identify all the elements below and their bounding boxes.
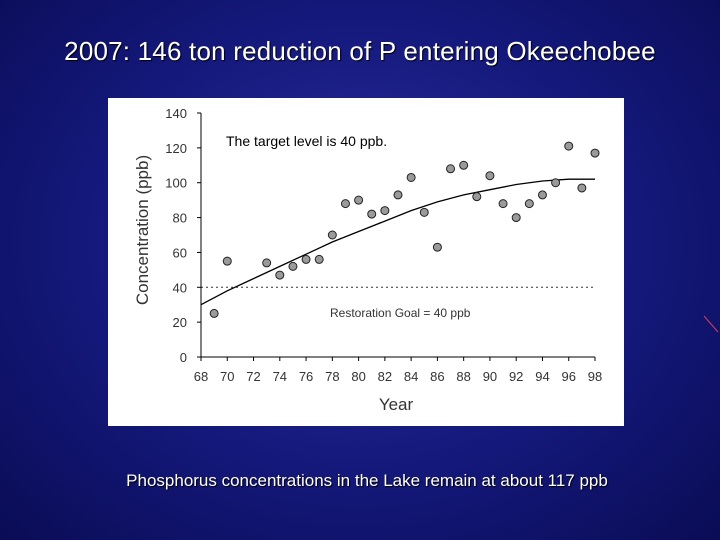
x-tick-label: 98: [588, 369, 602, 384]
restoration-goal-label: Restoration Goal = 40 ppb: [330, 306, 471, 320]
data-point: [564, 141, 574, 151]
concentration-chart: 0 20 40 60 80 100 120 140 68 70 72 74 76 78 80 82 84 86 88…: [133, 106, 602, 414]
data-point: [577, 183, 587, 193]
data-point: [590, 148, 600, 158]
y-tick-label: 140: [165, 106, 187, 121]
data-point: [511, 213, 521, 223]
data-point: [367, 209, 377, 219]
decorative-line: [703, 315, 719, 333]
x-tick-label: 96: [561, 369, 575, 384]
x-axis-title: Year: [379, 395, 414, 414]
y-tick-label: 20: [173, 315, 187, 330]
data-point: [275, 270, 285, 280]
data-point: [551, 178, 561, 188]
data-point: [288, 261, 298, 271]
x-tick-label: 92: [509, 369, 523, 384]
data-point: [472, 192, 482, 202]
data-point: [432, 242, 442, 252]
x-tick-label: 88: [456, 369, 470, 384]
data-point: [327, 230, 337, 240]
x-tick-label: 76: [299, 369, 313, 384]
x-tick-label: 68: [194, 369, 208, 384]
x-tick-label: 94: [535, 369, 549, 384]
y-tick-label: 40: [173, 280, 187, 295]
target-annotation: The target level is 40 ppb.: [226, 133, 387, 149]
data-point: [446, 164, 456, 174]
data-point: [419, 207, 429, 217]
data-point: [314, 254, 324, 264]
data-point: [393, 190, 403, 200]
x-tick-label: 84: [404, 369, 418, 384]
x-tick-label: 72: [246, 369, 260, 384]
x-tick-label: 86: [430, 369, 444, 384]
x-tick-label: 80: [351, 369, 365, 384]
data-point: [524, 199, 534, 209]
y-axis-title: Concentration (ppb): [133, 155, 152, 305]
slide-caption: Phosphorus concentrations in the Lake re…: [126, 471, 608, 490]
trend-line: [200, 178, 595, 306]
y-tick-label: 80: [173, 211, 187, 226]
data-point: [354, 195, 364, 205]
data-point: [498, 199, 508, 209]
x-tick-label: 90: [483, 369, 497, 384]
y-tick-label: 120: [165, 141, 187, 156]
data-point: [485, 171, 495, 181]
data-point: [340, 199, 350, 209]
data-point: [209, 308, 219, 318]
x-tick-label: 70: [220, 369, 234, 384]
x-tick-label: 74: [273, 369, 287, 384]
slide-title: 2007: 146 ton reduction of P entering Ok…: [64, 36, 656, 66]
data-point: [380, 206, 390, 216]
y-tick-label: 0: [180, 350, 187, 365]
chart-panel: 0 20 40 60 80 100 120 140 68 70 72 74 76 78 80 82 84 86 88…: [108, 98, 624, 426]
data-point: [222, 256, 232, 266]
y-tick-label: 60: [173, 245, 187, 260]
data-point: [406, 172, 416, 182]
data-point: [301, 254, 311, 264]
data-point: [262, 258, 272, 268]
y-tick-label: 100: [165, 176, 187, 191]
data-point: [537, 190, 547, 200]
x-tick-label: 78: [325, 369, 339, 384]
x-tick-label: 82: [378, 369, 392, 384]
data-point: [459, 160, 469, 170]
